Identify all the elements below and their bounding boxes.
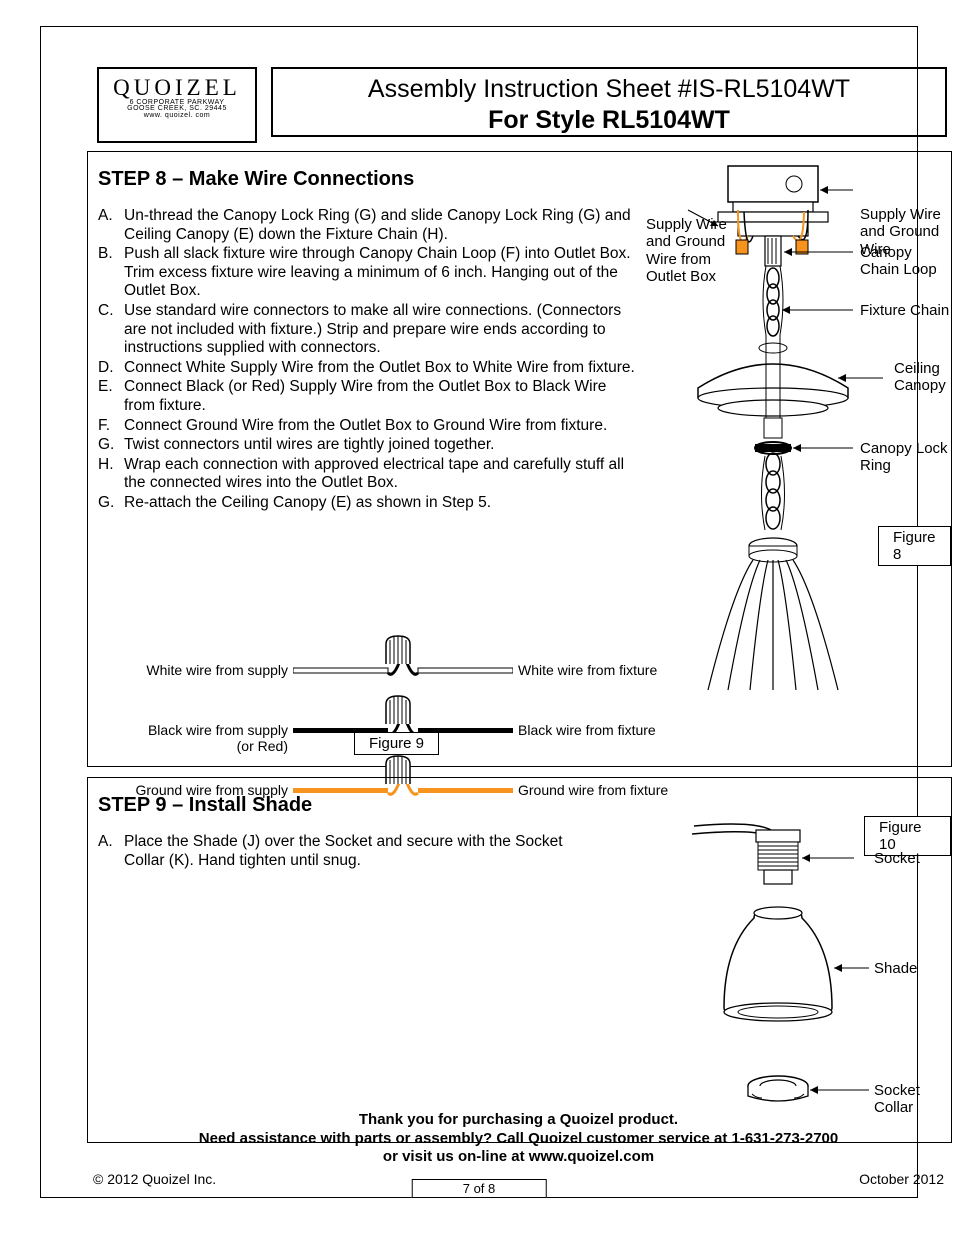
logo-box: QUOIZEL 6 CORPORATE PARKWAY GOOSE CREEK,… (97, 67, 257, 143)
step9-list: A.Place the Shade (J) over the Socket an… (98, 833, 598, 870)
item-letter: G. (98, 436, 124, 455)
wire-label-right: White wire from fixture (518, 662, 698, 678)
list-item: A.Un-thread the Canopy Lock Ring (G) and… (98, 207, 638, 244)
list-item: H.Wrap each connection with approved ele… (98, 456, 638, 493)
item-text: Use standard wire connectors to make all… (124, 302, 638, 358)
footer-line1: Thank you for purchasing a Quoizel produ… (87, 1111, 950, 1130)
footer-line3: or visit us on-line at www.quoizel.com (87, 1148, 950, 1167)
list-item: F.Connect Ground Wire from the Outlet Bo… (98, 417, 638, 436)
label-shade: Shade (874, 960, 917, 977)
step8-list: A.Un-thread the Canopy Lock Ring (G) and… (98, 207, 638, 513)
figure9-label: Figure 9 (354, 732, 439, 755)
label-lock-ring: Canopy Lock Ring (860, 440, 951, 475)
label-chain-loop: Canopy Chain Loop (860, 244, 951, 279)
item-text: Un-thread the Canopy Lock Ring (G) and s… (124, 207, 638, 244)
label-socket: Socket (874, 850, 920, 867)
item-letter: E. (98, 378, 124, 415)
figure8-label: Figure 8 (878, 526, 951, 566)
page-number: 7 of 8 (412, 1179, 547, 1198)
list-item: C.Use standard wire connectors to make a… (98, 302, 638, 358)
page: QUOIZEL 6 CORPORATE PARKWAY GOOSE CREEK,… (0, 0, 954, 1235)
item-text: Connect White Supply Wire from the Outle… (124, 359, 635, 378)
wire-label-left: White wire from supply (128, 662, 288, 678)
label-ceiling-canopy: Ceiling Canopy (894, 360, 954, 395)
label-supply-left: Supply Wire and Ground Wire from Outlet … (646, 216, 731, 285)
footer: Thank you for purchasing a Quoizel produ… (87, 1111, 950, 1187)
wire-nut-icon (378, 690, 418, 726)
step9-box: STEP 9 – Install Shade A.Place the Shade… (87, 777, 952, 1143)
item-letter: A. (98, 833, 124, 870)
item-text: Place the Shade (J) over the Socket and … (124, 833, 598, 870)
logo-brand: QUOIZEL (99, 75, 255, 101)
item-letter: C. (98, 302, 124, 358)
item-letter: A. (98, 207, 124, 244)
list-item: A.Place the Shade (J) over the Socket an… (98, 833, 598, 870)
wire-label-right: Black wire from fixture (518, 722, 698, 738)
item-text: Wrap each connection with approved elect… (124, 456, 638, 493)
label-fixture-chain: Fixture Chain (860, 302, 949, 319)
item-letter: F. (98, 417, 124, 436)
list-item: E.Connect Black (or Red) Supply Wire fro… (98, 378, 638, 415)
list-item: G.Re-attach the Ceiling Canopy (E) as sh… (98, 494, 638, 513)
list-item: B.Push all slack fixture wire through Ca… (98, 245, 638, 301)
item-letter: B. (98, 245, 124, 301)
list-item: G.Twist connectors until wires are tight… (98, 436, 638, 455)
title-box: Assembly Instruction Sheet #IS-RL5104WT … (271, 67, 947, 137)
title-line2: For Style RL5104WT (273, 106, 945, 135)
outer-border: QUOIZEL 6 CORPORATE PARKWAY GOOSE CREEK,… (40, 26, 918, 1198)
wire-label-left: Black wire from supply (or Red) (128, 722, 288, 754)
footer-copyright: © 2012 Quoizel Inc. (93, 1171, 216, 1187)
footer-line2: Need assistance with parts or assembly? … (87, 1130, 950, 1149)
title-line1: Assembly Instruction Sheet #IS-RL5104WT (273, 75, 945, 104)
item-text: Re-attach the Ceiling Canopy (E) as show… (124, 494, 491, 513)
item-text: Push all slack fixture wire through Cano… (124, 245, 638, 301)
logo-url: www. quoizel. com (99, 112, 255, 120)
item-text: Twist connectors until wires are tightly… (124, 436, 494, 455)
item-letter: H. (98, 456, 124, 493)
item-text: Connect Black (or Red) Supply Wire from … (124, 378, 638, 415)
footer-date: October 2012 (859, 1171, 944, 1187)
step8-box: STEP 8 – Make Wire Connections A.Un-thre… (87, 151, 952, 767)
wire-nut-icon (378, 630, 418, 666)
list-item: D.Connect White Supply Wire from the Out… (98, 359, 638, 378)
item-letter: D. (98, 359, 124, 378)
item-letter: G. (98, 494, 124, 513)
item-text: Connect Ground Wire from the Outlet Box … (124, 417, 607, 436)
